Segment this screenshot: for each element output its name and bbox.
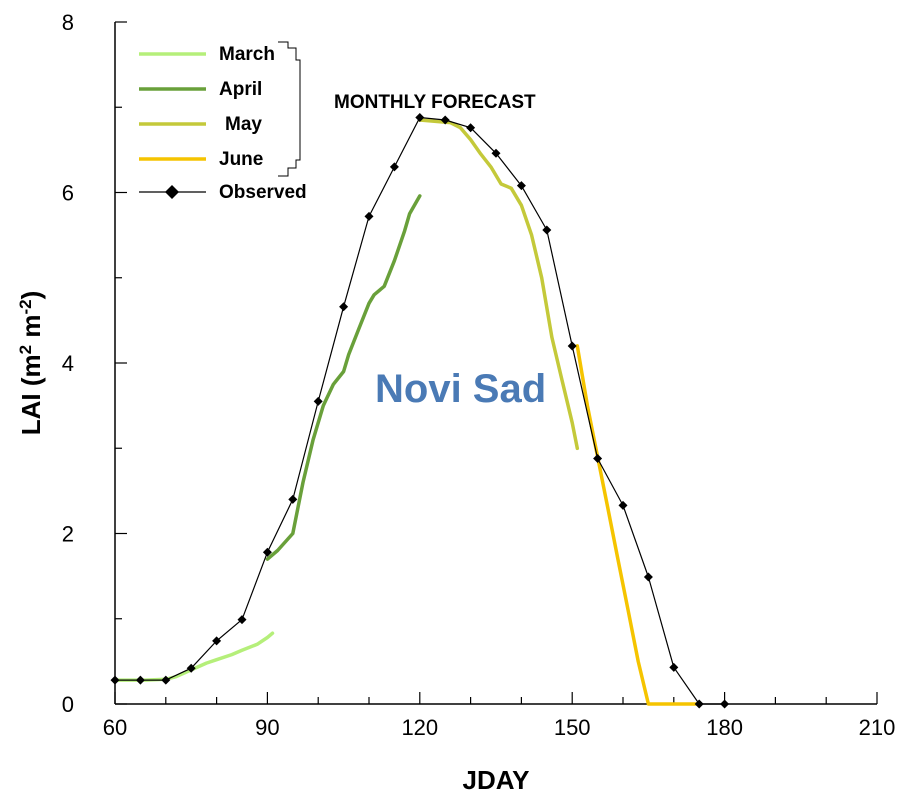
y-axis-title-end: ) — [16, 291, 46, 300]
y-axis-title-main: LAI (m — [16, 354, 46, 435]
observed-point — [516, 181, 526, 191]
observed-point — [161, 675, 171, 685]
observed-point — [491, 148, 501, 158]
tick-labels: 60 90 120 150 180 210 0 2 4 6 8 — [62, 10, 896, 740]
series-line-march — [113, 631, 275, 682]
y-axis-title: LAI (m2 m-2) — [16, 291, 46, 436]
observed-point — [186, 663, 196, 673]
observed-point — [618, 500, 628, 510]
legend: March April May June Observed — [139, 44, 307, 203]
observed-point — [389, 162, 399, 172]
y-tick-label: 8 — [62, 10, 74, 35]
observed-point — [135, 675, 145, 685]
observed-point — [262, 547, 272, 557]
station-label: Novi Sad — [375, 367, 546, 411]
y-tick-label: 4 — [62, 351, 74, 376]
legend-observed-marker — [165, 185, 179, 199]
tick-marks — [114, 21, 878, 705]
x-tick-label: 210 — [859, 715, 896, 740]
y-axis-title-mid: m — [16, 315, 46, 345]
observed-point — [110, 675, 120, 685]
observed-point — [694, 699, 704, 709]
observed-point — [542, 225, 552, 235]
observed-point — [669, 662, 679, 672]
observed-point — [643, 572, 653, 582]
series-line-june — [575, 344, 701, 706]
legend-label-june: June — [219, 149, 263, 170]
observed-point — [364, 211, 374, 221]
x-tick-label: 150 — [554, 715, 591, 740]
y-axis-title-sup1: 2 — [16, 345, 35, 354]
x-axis-title: JDAY — [463, 765, 530, 795]
observed-point — [466, 123, 476, 133]
y-tick-label: 2 — [62, 522, 74, 547]
x-tick-label: 60 — [103, 715, 127, 740]
x-tick-label: 120 — [401, 715, 438, 740]
legend-label-march: March — [219, 44, 275, 65]
x-tick-label: 180 — [706, 715, 743, 740]
observed-point — [567, 341, 577, 351]
observed-point — [415, 112, 425, 122]
observed-markers — [110, 112, 730, 709]
y-tick-label: 6 — [62, 181, 74, 206]
observed-point — [288, 494, 298, 504]
series-line-april — [265, 194, 422, 561]
observed-point — [313, 396, 323, 406]
observed-point — [237, 615, 247, 625]
legend-label-may: May — [225, 114, 262, 135]
legend-label-observed: Observed — [219, 182, 307, 203]
observed-point — [720, 699, 730, 709]
observed-point — [440, 115, 450, 125]
observed-point — [212, 636, 222, 646]
y-axis-title-sup2: -2 — [16, 299, 35, 314]
monthly-forecast-annotation: MONTHLY FORECAST — [334, 92, 536, 113]
observed-point — [593, 453, 603, 463]
legend-label-april: April — [219, 79, 262, 100]
y-tick-label: 0 — [62, 692, 74, 717]
legend-forecast-bracket — [278, 41, 301, 177]
x-tick-label: 90 — [255, 715, 279, 740]
observed-point — [339, 302, 349, 312]
